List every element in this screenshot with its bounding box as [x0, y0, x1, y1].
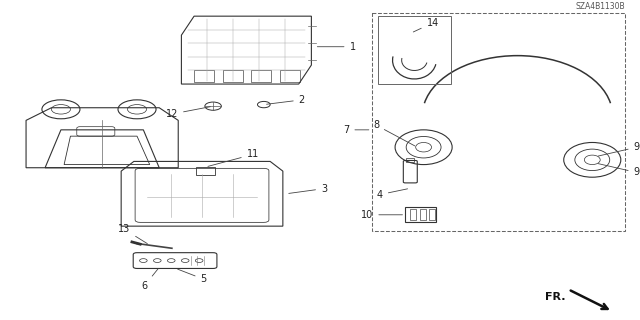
Bar	[406, 158, 414, 162]
Text: 5: 5	[178, 269, 207, 284]
Bar	[405, 207, 436, 222]
Text: 4: 4	[377, 189, 408, 200]
Text: 7: 7	[343, 125, 369, 135]
Text: FR.: FR.	[545, 292, 566, 302]
Text: 14: 14	[413, 18, 439, 32]
Bar	[194, 70, 214, 83]
Bar	[223, 70, 243, 83]
Bar	[251, 70, 271, 83]
Text: SZA4B1130B: SZA4B1130B	[575, 3, 625, 12]
Text: 8: 8	[373, 120, 415, 146]
Text: 6: 6	[141, 269, 158, 291]
Text: 12: 12	[166, 107, 211, 119]
Bar	[410, 209, 416, 220]
Text: 11: 11	[208, 149, 259, 166]
Text: 9: 9	[598, 142, 640, 156]
Text: 13: 13	[118, 224, 147, 244]
Text: 9: 9	[598, 164, 640, 178]
Bar	[280, 70, 300, 83]
Bar	[429, 209, 435, 220]
Text: 1: 1	[317, 42, 356, 52]
Text: 2: 2	[267, 95, 305, 105]
Bar	[196, 167, 215, 175]
Text: 3: 3	[289, 184, 327, 194]
Bar	[420, 209, 426, 220]
Text: 10: 10	[361, 210, 403, 220]
